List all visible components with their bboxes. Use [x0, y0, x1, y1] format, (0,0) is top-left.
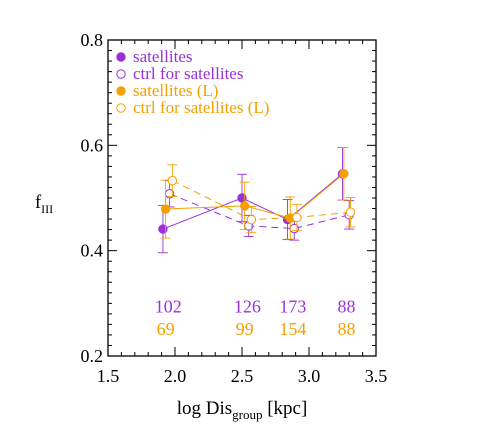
data-point — [292, 212, 302, 223]
series-line — [162, 173, 343, 230]
y-axis-label-sub: III — [41, 202, 53, 216]
legend-label: ctrl for satellites — [133, 64, 243, 83]
x-tick-label: 2.5 — [231, 366, 254, 386]
data-point — [158, 224, 168, 234]
count-label: 69 — [157, 319, 175, 339]
legend-label: ctrl for satellites (L) — [133, 98, 269, 117]
y-axis-label-main: f — [35, 192, 42, 213]
x-tick-labels: 1.5 2.0 2.5 3.0 3.5 — [97, 366, 388, 386]
count-label: 126 — [234, 296, 261, 316]
series-4 — [167, 164, 356, 234]
y-tick-label: 0.2 — [81, 346, 104, 366]
legend-label: satellites — [133, 47, 192, 66]
x-tick-label: 3.0 — [298, 366, 321, 386]
legend-marker — [116, 69, 126, 79]
data-point — [160, 204, 171, 214]
x-axis-label-unit: [kpc] — [262, 398, 307, 419]
series-layer — [157, 146, 356, 254]
x-axis-label-sub: group — [232, 407, 262, 422]
count-label: 88 — [338, 319, 356, 339]
count-label: 102 — [155, 296, 182, 316]
series-line — [172, 180, 351, 221]
legend-marker — [116, 52, 126, 62]
x-axis-label: log Disgroup [kpc] — [177, 398, 308, 422]
tick-marks — [107, 39, 377, 357]
count-label: 99 — [236, 319, 254, 339]
count-label: 154 — [279, 319, 306, 339]
series-line — [165, 173, 345, 219]
y-axis-label: fIII — [35, 192, 53, 216]
count-label: 88 — [338, 296, 356, 316]
count-label: 173 — [279, 296, 306, 316]
series-line — [169, 193, 350, 230]
series-2 — [164, 180, 355, 241]
x-tick-label: 2.0 — [164, 366, 187, 386]
legend-label: satellites (L) — [133, 81, 218, 100]
y-tick-label: 0.8 — [81, 30, 104, 50]
y-tick-label: 0.6 — [81, 135, 104, 155]
data-point — [239, 201, 250, 211]
x-tick-label: 3.5 — [365, 366, 388, 386]
legend-marker — [116, 103, 126, 113]
x-axis-label-main: log Dis — [177, 398, 232, 419]
data-point — [345, 207, 356, 217]
y-tick-label: 0.4 — [81, 241, 104, 261]
count-annotations: 102 126 173 88 69 99 154 88 — [155, 296, 356, 339]
x-tick-label: 1.5 — [97, 366, 120, 386]
y-tick-labels: 0.2 0.4 0.6 0.8 — [81, 30, 104, 366]
data-point — [246, 214, 257, 225]
series-3 — [160, 146, 349, 240]
data-point — [339, 169, 349, 179]
data-point — [167, 175, 178, 186]
legend-marker — [116, 86, 126, 96]
